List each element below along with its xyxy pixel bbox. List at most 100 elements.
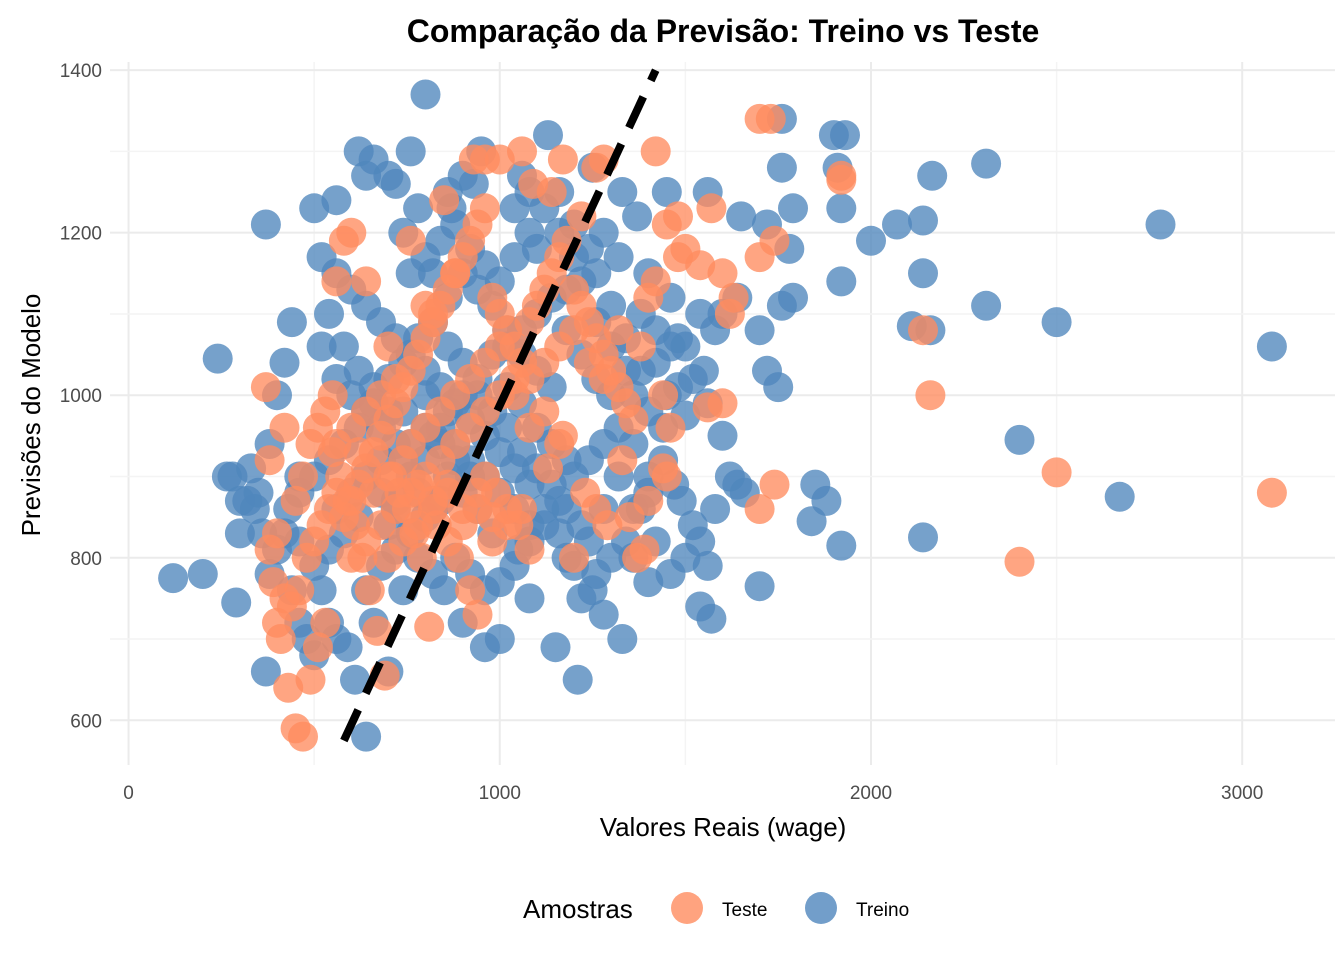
- y-tick-label: 800: [70, 549, 102, 570]
- point-treino: [588, 599, 619, 630]
- point-treino: [217, 461, 248, 492]
- point-teste: [622, 542, 653, 573]
- point-treino: [514, 583, 545, 614]
- x-tick-label: 0: [123, 783, 134, 804]
- point-treino: [314, 298, 344, 329]
- point-teste: [484, 331, 515, 362]
- point-teste: [280, 713, 311, 744]
- legend-key-teste: [671, 892, 703, 924]
- point-treino: [328, 331, 359, 362]
- point-teste: [388, 445, 419, 476]
- point-treino: [224, 518, 255, 549]
- point-teste: [380, 364, 411, 394]
- point-teste: [362, 615, 393, 646]
- point-treino: [800, 469, 831, 500]
- point-treino: [763, 372, 794, 403]
- point-treino: [340, 664, 370, 695]
- point-teste: [759, 225, 790, 256]
- point-teste: [462, 599, 493, 630]
- point-teste: [507, 494, 537, 524]
- point-treino: [744, 315, 775, 346]
- point-teste: [284, 575, 315, 606]
- point-treino: [908, 205, 938, 236]
- point-treino: [830, 120, 860, 151]
- point-teste: [759, 469, 790, 500]
- point-teste: [692, 392, 723, 423]
- point-teste: [250, 372, 281, 403]
- point-treino: [469, 632, 500, 663]
- y-tick-label: 600: [70, 711, 102, 732]
- point-treino: [607, 624, 638, 654]
- point-teste: [1256, 477, 1287, 508]
- point-teste: [310, 607, 341, 638]
- point-treino: [651, 177, 682, 207]
- point-treino: [908, 258, 938, 289]
- point-teste: [321, 266, 352, 297]
- point-treino: [826, 266, 857, 297]
- point-treino: [566, 583, 597, 614]
- reference-line-layer: [340, 68, 660, 743]
- point-treino: [158, 563, 189, 594]
- point-teste: [317, 380, 348, 411]
- point-teste: [462, 477, 493, 508]
- y-tick-label: 1000: [60, 386, 102, 407]
- point-teste: [625, 331, 656, 362]
- x-axis-title: Valores Reais (wage): [600, 812, 847, 842]
- point-treino: [395, 136, 426, 167]
- point-teste: [707, 258, 738, 289]
- point-treino: [856, 225, 886, 256]
- point-treino: [744, 571, 775, 602]
- point-treino: [603, 242, 634, 273]
- point-teste: [663, 201, 693, 232]
- point-teste: [302, 632, 333, 663]
- point-teste: [273, 672, 304, 703]
- point-treino: [1004, 424, 1035, 455]
- point-treino: [221, 587, 252, 618]
- point-treino: [971, 290, 1002, 321]
- point-treino: [250, 656, 281, 687]
- point-treino: [562, 664, 593, 695]
- chart-title: Comparação da Previsão: Treino vs Teste: [407, 13, 1040, 49]
- point-treino: [581, 559, 612, 589]
- point-treino: [276, 307, 307, 338]
- point-teste: [477, 502, 508, 533]
- point-teste: [429, 185, 460, 216]
- x-tick-label: 2000: [850, 783, 892, 804]
- point-teste: [915, 380, 946, 411]
- point-teste: [351, 266, 382, 297]
- point-treino: [306, 331, 337, 362]
- point-teste: [288, 461, 318, 492]
- y-axis-title: Previsões do Modelo: [16, 294, 46, 537]
- tick-labels: 0 1000 2000 3000 600 800 1000 1200 1400: [60, 61, 1264, 804]
- point-teste: [696, 193, 727, 224]
- point-teste: [469, 193, 500, 224]
- point-treino: [403, 193, 434, 224]
- point-treino: [796, 506, 827, 537]
- point-teste: [547, 144, 578, 175]
- point-treino: [380, 168, 411, 199]
- point-treino: [655, 559, 686, 589]
- point-treino: [714, 461, 745, 492]
- point-teste: [395, 225, 426, 256]
- point-treino: [224, 485, 255, 516]
- point-treino: [351, 721, 382, 752]
- point-teste: [559, 542, 589, 573]
- point-teste: [507, 136, 537, 167]
- point-teste: [826, 164, 857, 195]
- point-treino: [1256, 331, 1287, 362]
- point-treino: [492, 412, 523, 443]
- legend-key-treino: [805, 892, 837, 924]
- point-treino: [533, 120, 563, 151]
- y-tick-label: 1400: [60, 61, 102, 82]
- point-treino: [882, 209, 912, 240]
- data-points: [158, 79, 1287, 752]
- point-teste: [514, 534, 545, 565]
- point-treino: [187, 559, 218, 589]
- point-teste: [373, 331, 404, 362]
- legend-label-teste: Teste: [722, 900, 767, 921]
- x-tick-label: 3000: [1221, 783, 1263, 804]
- point-teste: [648, 453, 679, 484]
- point-teste: [588, 364, 619, 394]
- point-treino: [971, 148, 1002, 179]
